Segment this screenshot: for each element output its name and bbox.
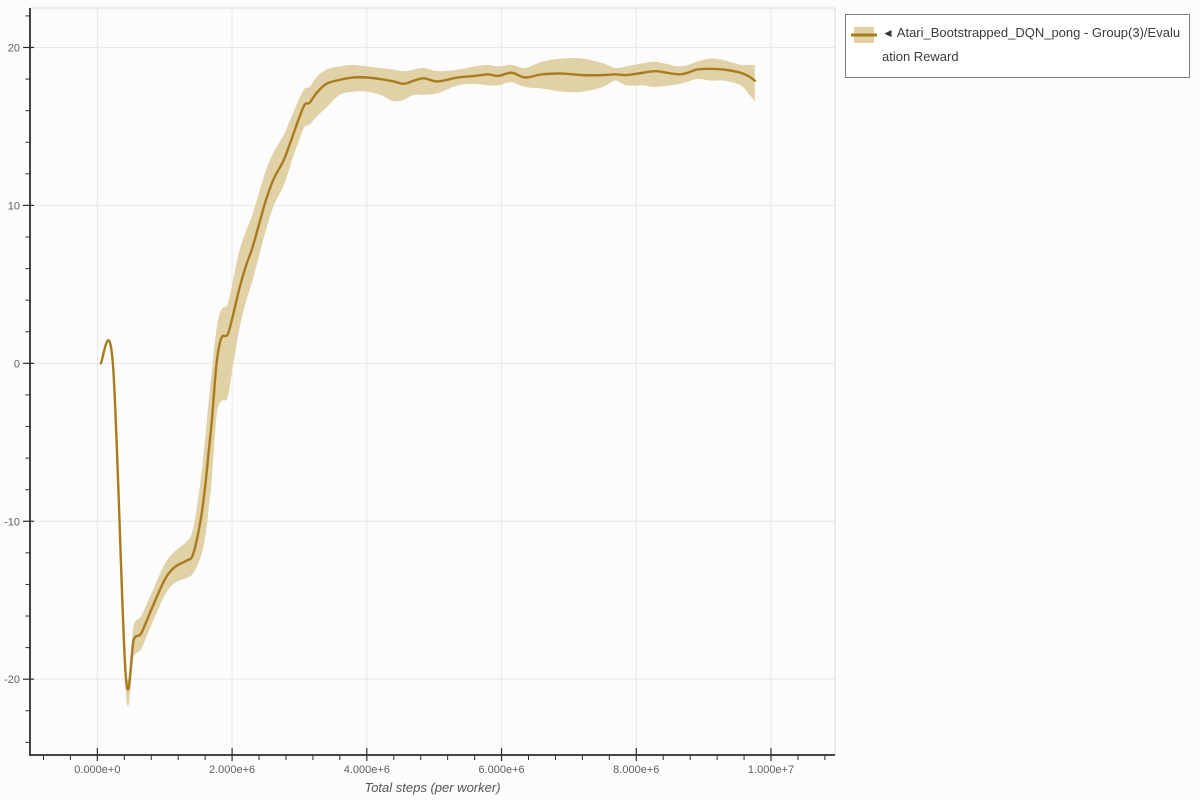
x-tick-label: 0.000e+0 — [74, 764, 120, 776]
legend-item-label: Atari_Bootstrapped_DQN_pong - Group(3)/E… — [882, 25, 1181, 64]
collapse-arrow-icon[interactable]: ◄ — [882, 26, 894, 40]
y-tick-label: 10 — [8, 200, 20, 212]
x-tick-label: 1.000e+7 — [748, 764, 794, 776]
x-tick-label: 4.000e+6 — [344, 764, 390, 776]
x-tick-label: 6.000e+6 — [478, 764, 524, 776]
y-tick-label: 0 — [14, 358, 20, 370]
confidence-band — [100, 58, 755, 707]
y-tick-label: -20 — [4, 674, 20, 686]
x-tick-label: 8.000e+6 — [613, 764, 659, 776]
legend-item-text: ◄ Atari_Bootstrapped_DQN_pong - Group(3)… — [882, 21, 1183, 69]
x-tick-label: 2.000e+6 — [209, 764, 255, 776]
y-tick-label: -10 — [4, 516, 20, 528]
legend-item-atari-bootstrapped-dqn-pong[interactable]: ◄ Atari_Bootstrapped_DQN_pong - Group(3)… — [846, 15, 1189, 69]
x-axis-title: Total steps (per worker) — [364, 780, 500, 795]
series-swatch-icon — [851, 27, 877, 43]
y-tick-label: 20 — [8, 42, 20, 54]
legend: ◄ Atari_Bootstrapped_DQN_pong - Group(3)… — [845, 14, 1190, 78]
series-line[interactable] — [99, 67, 757, 691]
